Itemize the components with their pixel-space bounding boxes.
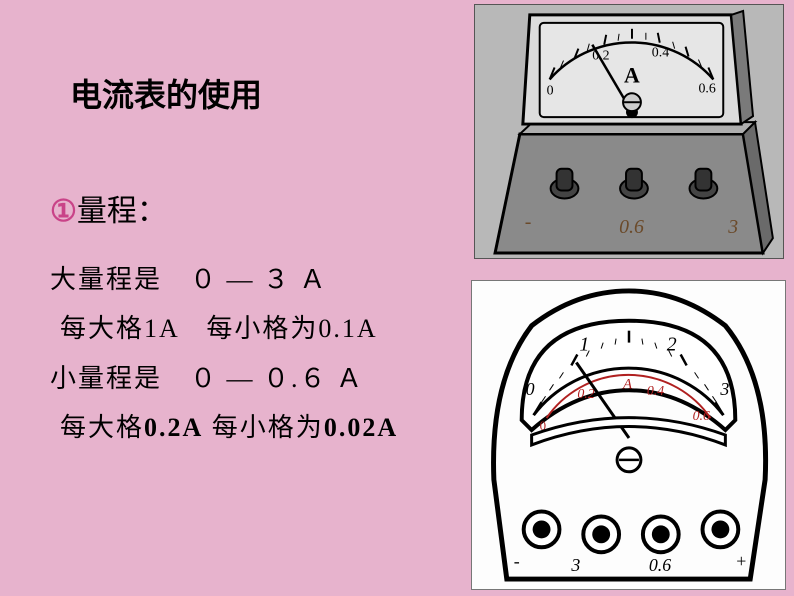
scale-0: 0: [547, 83, 554, 98]
svg-text:-: -: [514, 551, 520, 571]
svg-text:+: +: [736, 551, 746, 571]
small-detail-v2: 0.02A: [324, 413, 398, 442]
section-header: ①量程：: [50, 186, 450, 230]
svg-text:2: 2: [667, 334, 677, 356]
svg-text:A: A: [622, 376, 633, 392]
small-detail-v1: 0.2A: [144, 413, 203, 442]
svg-text:1: 1: [579, 334, 589, 356]
ammeter-bottom-illustration: 0 1 2 3 0 0.2 A 0.4 0.6: [471, 280, 786, 590]
section-label: 量程：: [77, 195, 167, 228]
ammeter-top-illustration: 0 0.2 0.4 0.6 A - 0.6 3: [474, 4, 784, 259]
large-range-line: 大量程是 ０ — ３ Ａ: [50, 255, 450, 304]
scale-04: 0.4: [652, 46, 669, 61]
svg-text:3: 3: [727, 216, 738, 238]
svg-text:0.2: 0.2: [577, 387, 594, 402]
large-range-detail: 每大格1A 每小格为0.1A: [60, 304, 450, 353]
svg-text:3: 3: [570, 555, 580, 575]
ammeter-bottom-svg: 0 1 2 3 0 0.2 A 0.4 0.6: [472, 281, 785, 589]
svg-text:0: 0: [526, 379, 535, 399]
scale-06: 0.6: [698, 81, 715, 96]
svg-text:0.6: 0.6: [619, 216, 644, 238]
small-detail-prefix: 每大格: [60, 413, 144, 442]
svg-text:3: 3: [719, 379, 729, 399]
section-marker: ①: [50, 195, 77, 228]
small-range-line: 小量程是 ０ — ０.６ Ａ: [50, 354, 450, 403]
svg-text:0.6: 0.6: [649, 555, 671, 575]
svg-text:-: -: [525, 211, 532, 233]
svg-text:0.4: 0.4: [647, 384, 664, 399]
small-range-detail: 每大格0.2A 每小格为0.02A: [60, 403, 450, 452]
images-area: 0 0.2 0.4 0.6 A - 0.6 3: [464, 0, 794, 596]
svg-text:0.6: 0.6: [693, 409, 710, 424]
text-content-area: 电流表的使用 ①量程： 大量程是 ０ — ３ Ａ 每大格1A 每小格为0.1A …: [0, 0, 450, 453]
small-detail-mid: 每小格为: [203, 413, 324, 442]
ammeter-top-svg: 0 0.2 0.4 0.6 A - 0.6 3: [475, 5, 783, 258]
unit-label: A: [624, 63, 640, 87]
page-title: 电流表的使用: [70, 70, 450, 116]
